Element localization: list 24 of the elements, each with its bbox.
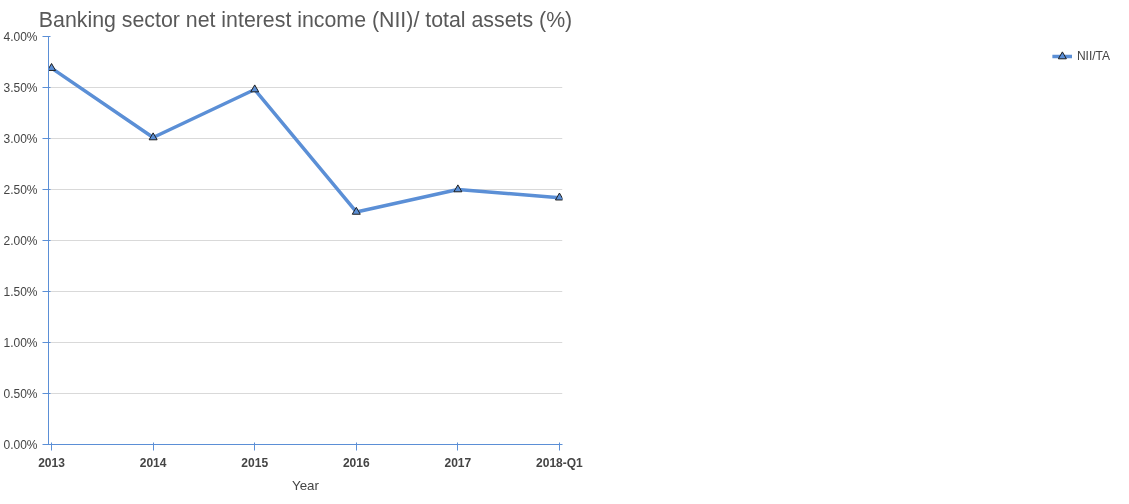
point: [48, 63, 57, 71]
y-tick-label: 3.00%: [3, 131, 38, 146]
point: [148, 132, 158, 141]
x-tick-label: 2015: [241, 455, 269, 470]
legend-label: NII/TA: [1076, 49, 1110, 63]
x-tick-label: 2014: [139, 455, 167, 470]
point: [351, 206, 361, 215]
x-tick-label: 2017: [444, 455, 472, 470]
x-tick-label: 2013: [38, 455, 66, 470]
x-axis-title: Year: [292, 477, 320, 493]
point: [554, 192, 563, 201]
y-tick-label: 1.50%: [3, 284, 38, 299]
point: [453, 184, 463, 193]
y-tick-label: 3.50%: [3, 80, 38, 95]
y-tick-label: 0.50%: [3, 386, 38, 401]
y-tick-label: 4.00%: [3, 29, 38, 44]
y-tick-label: 2.00%: [3, 233, 38, 248]
point: [250, 84, 260, 93]
y-tick-label: 1.00%: [3, 335, 38, 350]
y-tick-label: 2.50%: [3, 182, 38, 197]
y-tick-label: 0.00%: [3, 437, 38, 452]
chart-title: Banking sector net interest income (NII)/ total assets (%): [38, 7, 573, 32]
x-tick-label: 2018-Q1: [536, 455, 584, 470]
x-tick-label: 2016: [342, 455, 370, 470]
